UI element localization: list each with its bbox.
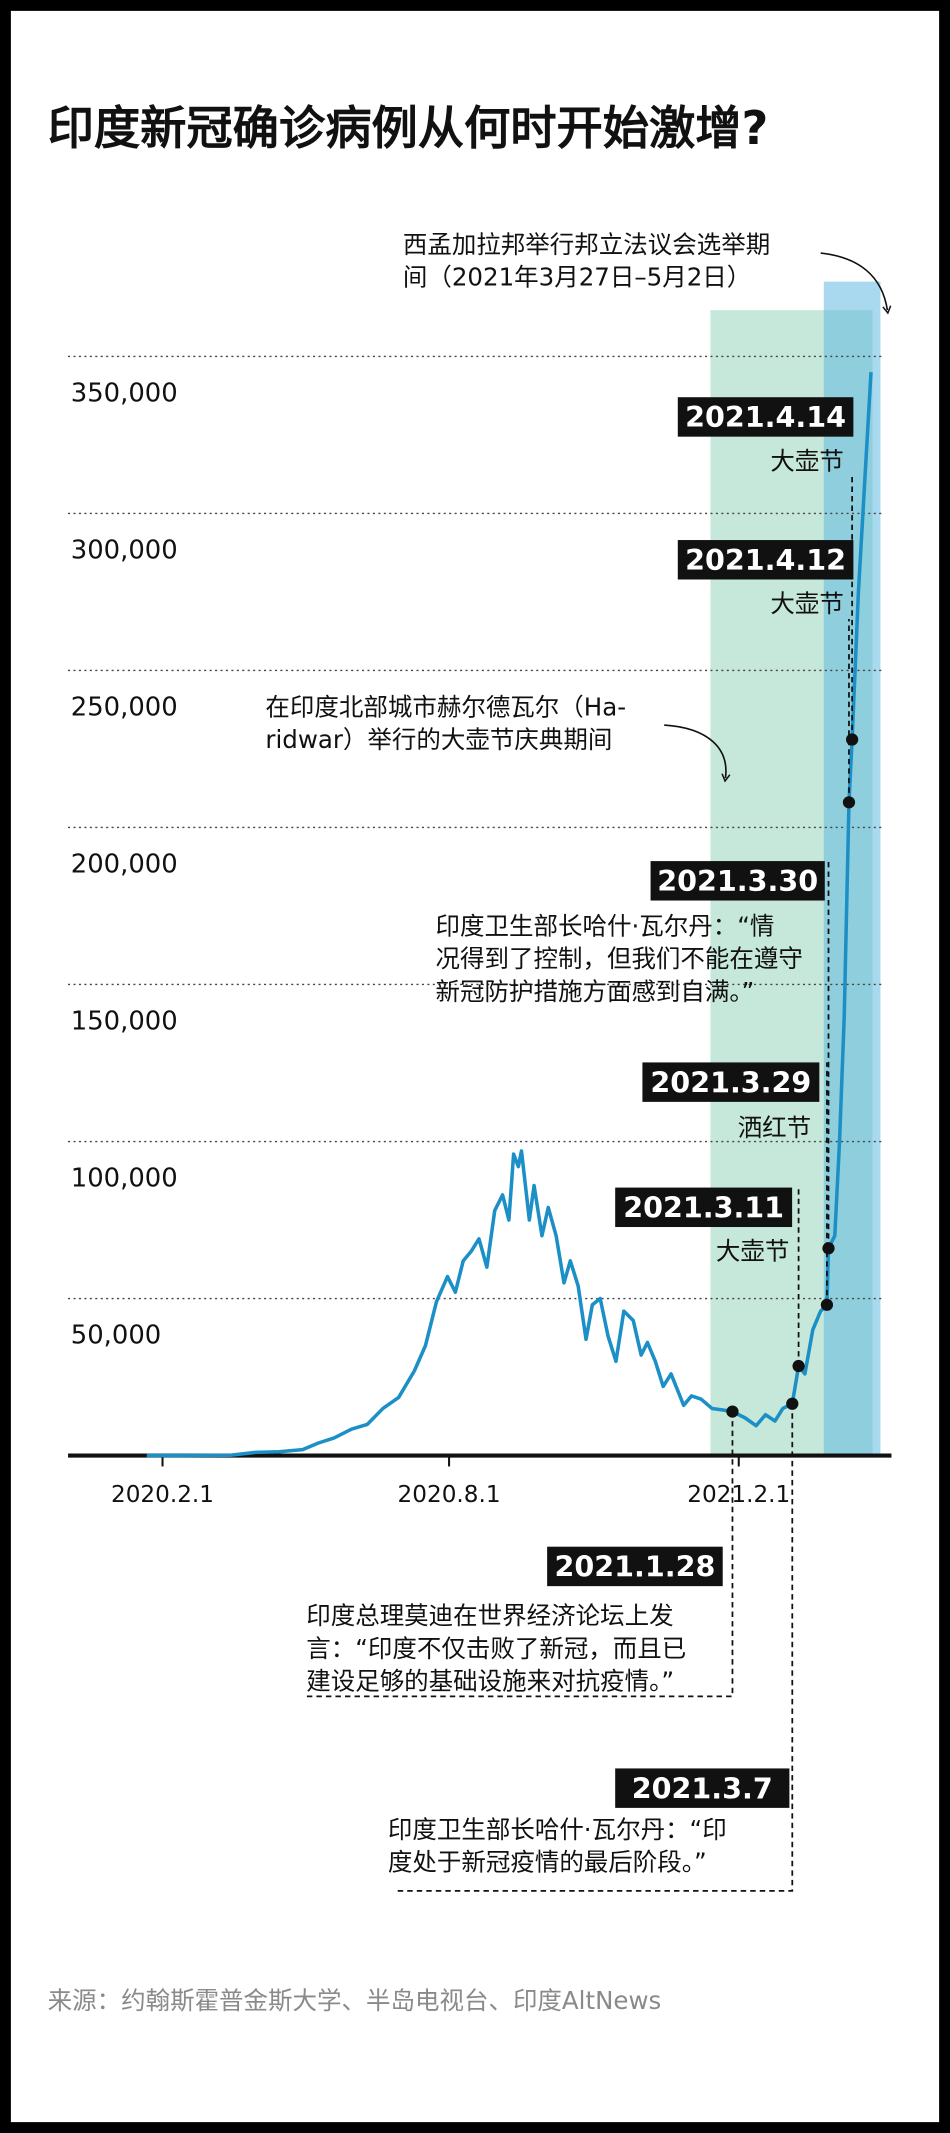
- source: 来源：约翰斯霍普金斯大学、半岛电视台、印度AltNews: [48, 1986, 662, 2015]
- event-dot: [792, 1359, 805, 1373]
- y-tick-label: 50,000: [71, 1320, 161, 1350]
- annotation-text: 言：“印度不仅击败了新冠，而且已: [306, 1634, 686, 1663]
- x-tick-label: 2020.2.1: [111, 1482, 214, 1508]
- annotation-text: 印度总理莫迪在世界经济论坛上发: [306, 1601, 673, 1630]
- date-label: 2021.3.7: [632, 1771, 773, 1805]
- arrow: [820, 252, 892, 315]
- annotation-text: 建设足够的基础设施来对抗疫情。”: [306, 1667, 674, 1696]
- event-dot: [786, 1397, 799, 1410]
- annotation-text: 度处于新冠疫情的最后阶段。”: [388, 1847, 707, 1876]
- date-box: [650, 861, 825, 901]
- grid: 50,000 100,000 150,000 200,000 250,000 300,00…: [68, 355, 892, 1508]
- notes: 在印度北部城市赫尔德瓦尔（Ha-ridwar）举行的大壶节庆典期间 西孟加拉邦举行…: [265, 230, 859, 1892]
- date-box: [547, 1546, 723, 1587]
- date-label: 2021.3.11: [623, 1191, 784, 1225]
- date-label: 2021.3.30: [657, 864, 818, 898]
- date-label: 2021.4.14: [685, 400, 846, 434]
- date-box: [615, 1768, 790, 1808]
- x-tick-label: 2020.8.1: [398, 1482, 501, 1508]
- arrow: [664, 724, 731, 783]
- date-box: [677, 397, 854, 437]
- y-tick-label: 150,000: [71, 1006, 178, 1036]
- date-box: [677, 540, 854, 580]
- period-note: 间（2021年3月27日–5月2日）: [403, 263, 751, 292]
- x-tick-label: 2021.2.1: [687, 1482, 790, 1508]
- annotation-text: 印度卫生部长哈什·瓦尔丹：“印: [388, 1815, 727, 1844]
- date-label: 2021.4.12: [685, 543, 846, 577]
- y-tick-label: 200,000: [71, 849, 178, 879]
- annotation-text: 况得到了控制，但我们不能在遵守: [436, 944, 803, 973]
- annotation-text: 大壶节: [770, 446, 843, 475]
- data-line: [146, 372, 873, 1458]
- annotation-text: 洒红节: [738, 1113, 811, 1142]
- y-tick-label: 300,000: [71, 535, 178, 565]
- period-note: ridwar）举行的大壶节庆典期间: [265, 725, 612, 754]
- event-dot: [820, 1298, 834, 1311]
- event-dot: [726, 1405, 739, 1418]
- y-tick-label: 250,000: [71, 692, 178, 722]
- annotation-text: 新冠防护措施方面感到自满。”: [436, 977, 755, 1006]
- chart-title: 印度新冠确诊病例从何时开始激增?: [48, 101, 769, 155]
- date-label: 2021.3.29: [650, 1065, 811, 1099]
- date-box: [615, 1187, 793, 1228]
- event-dot: [822, 1242, 835, 1255]
- event-dot: [845, 733, 859, 746]
- annotation-text: 大壶节: [716, 1237, 789, 1266]
- leader: [394, 1403, 794, 1892]
- annotation-text: 大壶节: [770, 589, 843, 618]
- plot: [146, 372, 873, 1458]
- event-dot: [842, 796, 856, 809]
- annotation-text: 印度卫生部长哈什·瓦尔丹：“情: [436, 912, 775, 941]
- date-box: [642, 1062, 820, 1102]
- period-note: 西孟加拉邦举行邦立法议会选举期: [403, 230, 770, 259]
- y-tick-label: 350,000: [71, 378, 178, 408]
- y-tick-label: 100,000: [71, 1163, 178, 1193]
- date-label: 2021.1.28: [554, 1550, 715, 1584]
- period-note: 在印度北部城市赫尔德瓦尔（Ha-: [265, 693, 626, 722]
